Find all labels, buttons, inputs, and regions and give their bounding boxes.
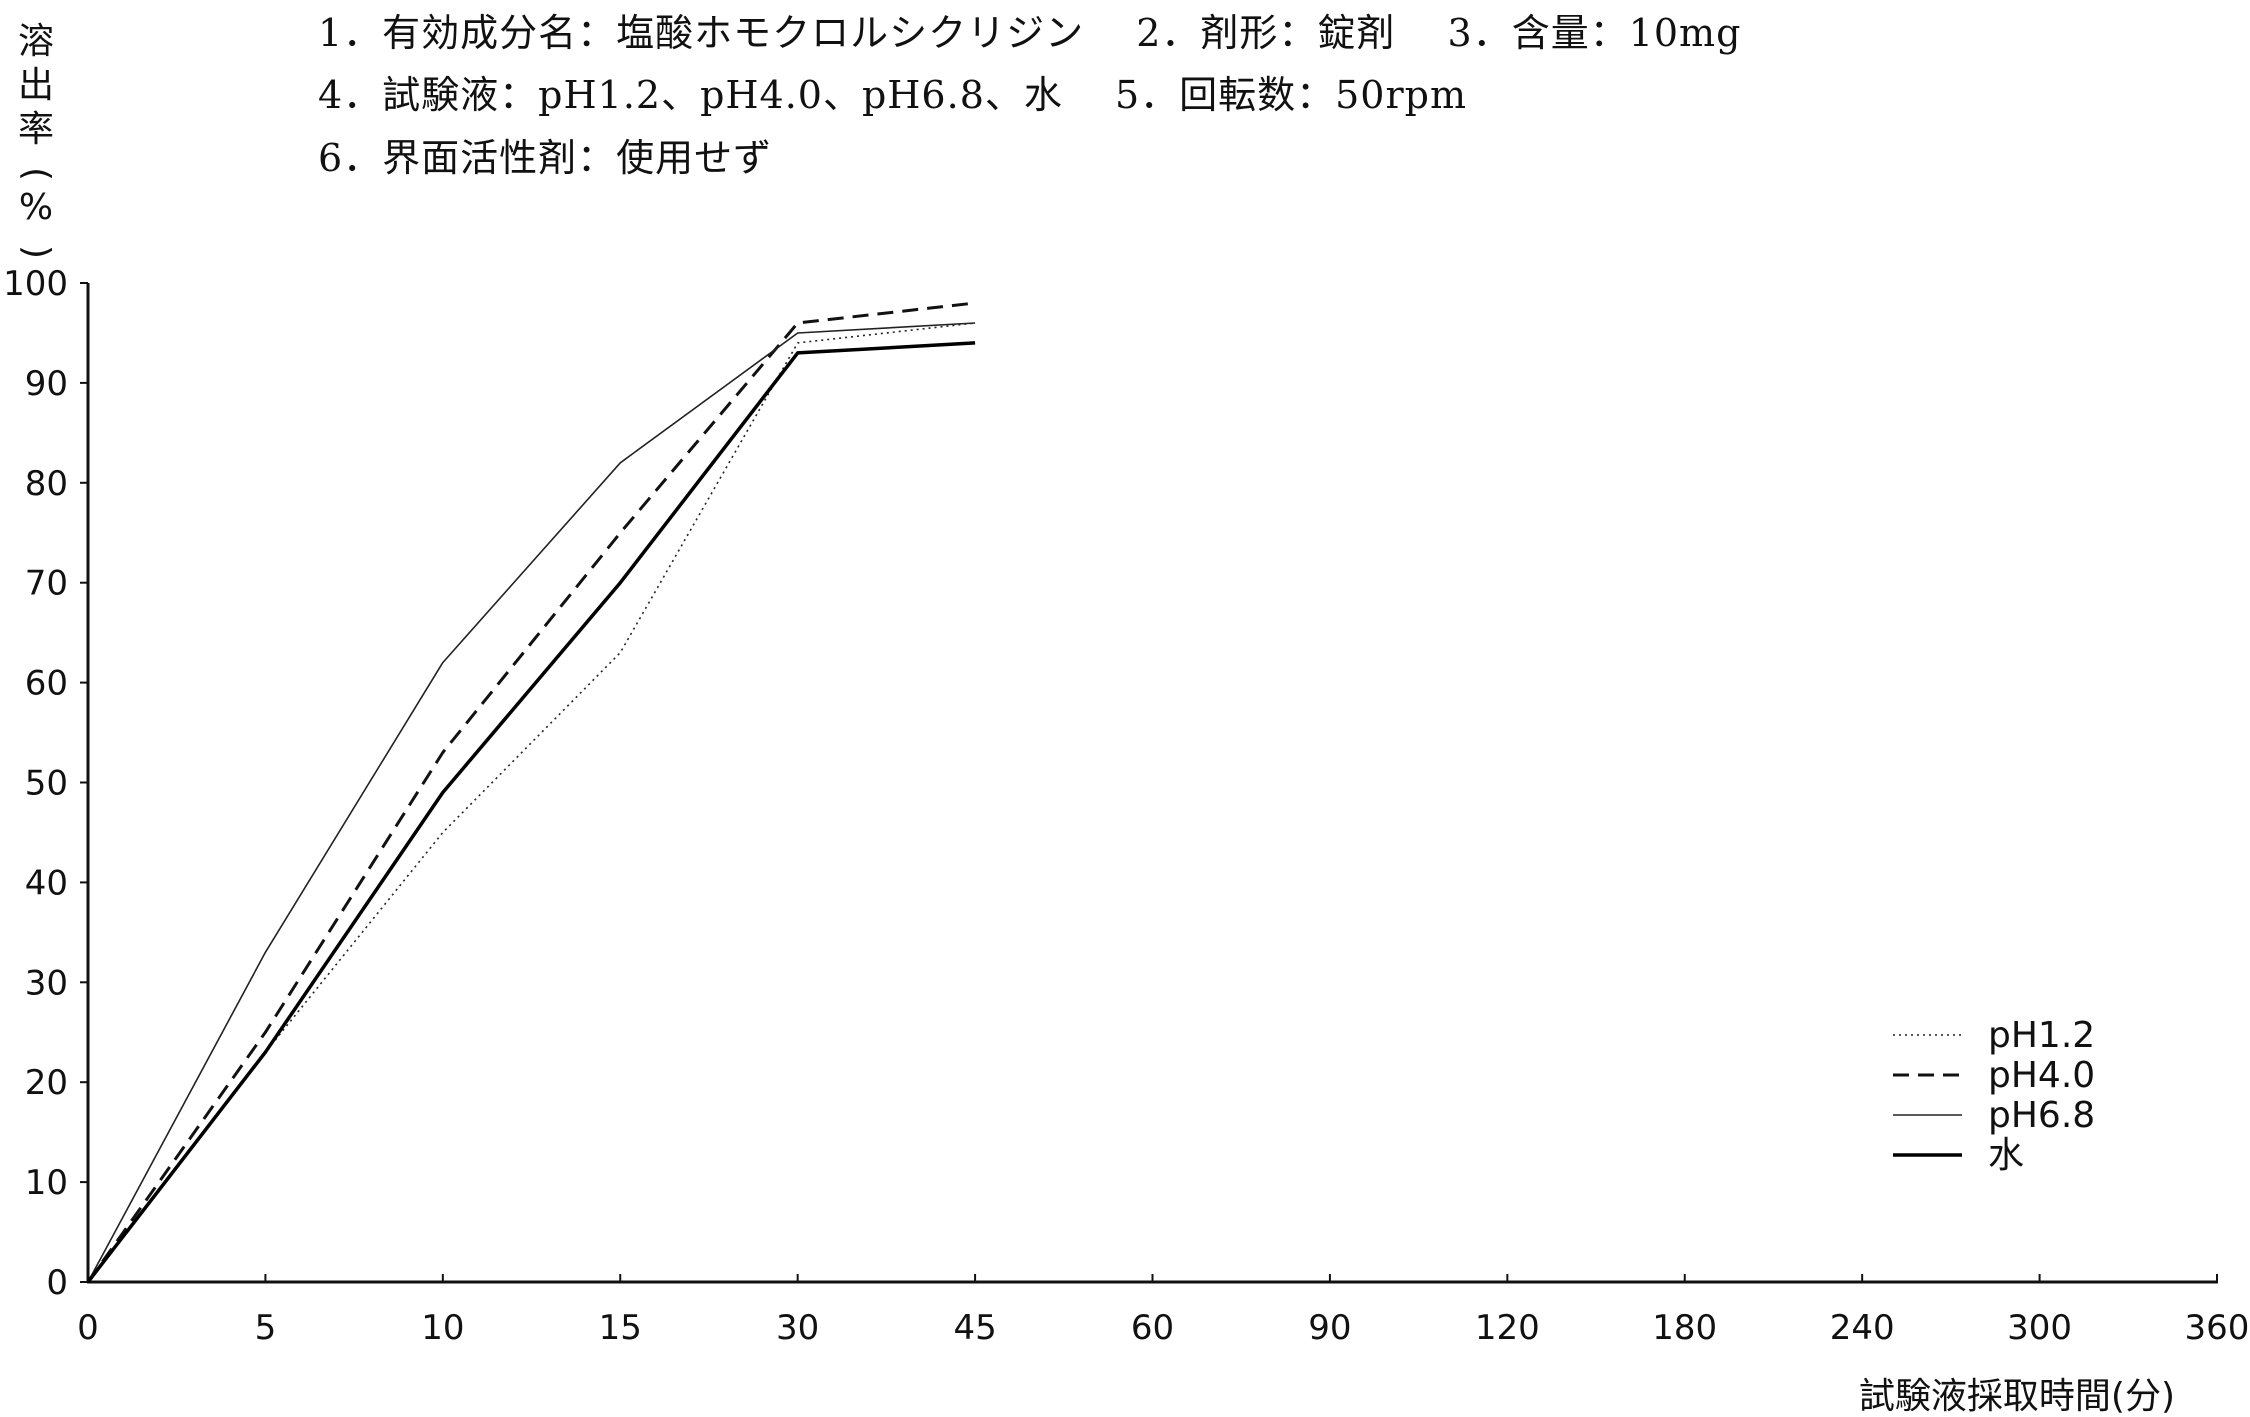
y-tick-label: 40 [25,863,68,903]
series-line [86,341,976,1284]
x-tick-label: 30 [776,1308,819,1348]
x-tick-label: 10 [421,1308,464,1348]
y-tick-label: 80 [25,464,68,504]
y-axis-ticks: 0 10 20 30 40 50 60 70 80 90 100 [3,264,88,1303]
y-tick-label: 100 [3,264,68,304]
x-tick-label: 60 [1131,1308,1174,1348]
x-tick-label: 90 [1308,1308,1351,1348]
x-tick-label: 120 [1475,1308,1540,1348]
x-tick-label: 15 [599,1308,642,1348]
x-tick-label: 0 [77,1308,99,1348]
test-conditions-line-3: 6．界面活性剤：使用せず [318,136,773,180]
y-tick-label: 10 [25,1163,68,1203]
series-line [87,322,976,1283]
legend-label: pH4.0 [1988,1055,2095,1096]
chart-series [86,301,976,1284]
test-conditions-line-1: 1．有効成分名：塩酸ホモクロルシクリジン 2．剤形：錠剤 3．含量：10mg [318,11,1742,55]
y-tick-label: 30 [25,963,68,1003]
x-tick-label: 45 [953,1308,996,1348]
y-tick-label: 0 [46,1263,68,1303]
series-line [86,301,976,1283]
x-tick-label: 5 [255,1308,277,1348]
legend-label: pH1.2 [1988,1015,2095,1056]
y-axis-label-char: % [18,187,54,228]
legend-label: 水 [1988,1135,2024,1176]
x-tick-label: 240 [1830,1308,1895,1348]
series-line [87,322,976,1283]
y-tick-label: 50 [25,764,68,804]
test-conditions-line-2: 4．試験液：pH1.2、pH4.0、pH6.8、水 5．回転数：50rpm [318,73,1468,117]
x-tick-label: 180 [1652,1308,1717,1348]
chart-axes [86,283,2218,1284]
y-tick-label: 20 [25,1063,68,1103]
x-axis-label: 試験液採取時間(分) [1859,1376,2175,1417]
x-tick-label: 360 [2185,1308,2250,1348]
y-axis-label-char: 率 [17,109,54,150]
legend-label: pH6.8 [1988,1095,2095,1136]
y-tick-label: 70 [25,564,68,604]
y-tick-label: 90 [25,364,68,404]
y-tick-label: 60 [25,664,68,704]
x-axis-ticks: 0 5 10 15 30 45 60 90 120 180 240 300 360 [77,1274,2249,1348]
x-tick-label: 300 [2007,1308,2072,1348]
y-axis-label-char: 出 [17,65,54,106]
y-axis-label-char: 溶 [17,21,54,62]
